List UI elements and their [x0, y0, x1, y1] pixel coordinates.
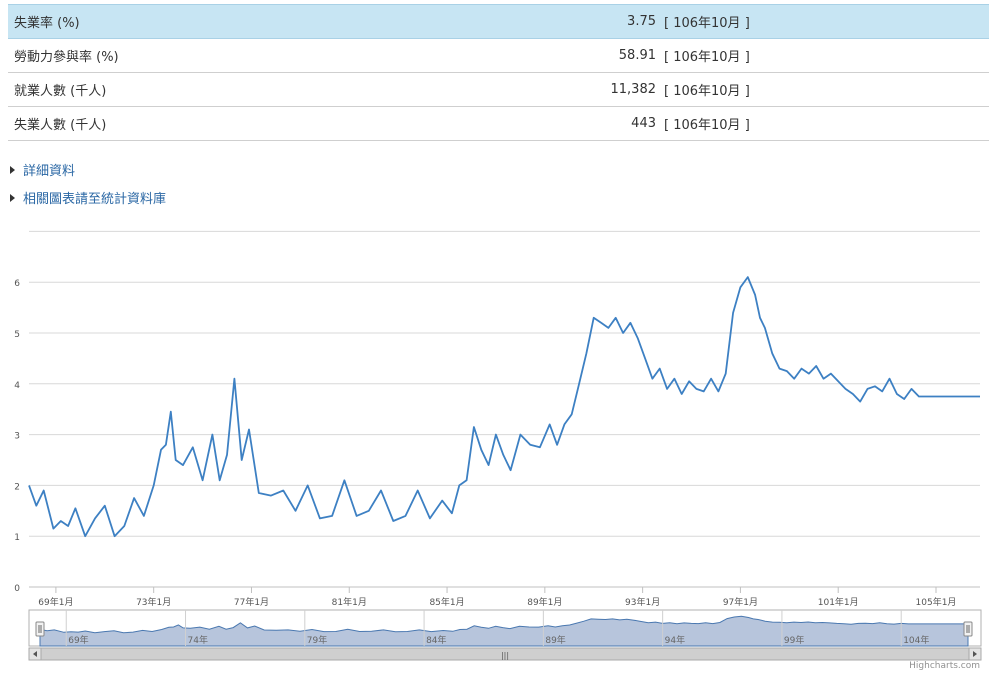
- details-link-label: 詳細資料: [23, 164, 76, 179]
- stat-period: [ 106年10月 ]: [662, 106, 989, 141]
- stat-label: 失業率 (%): [8, 4, 434, 39]
- navigator-tick-label: 79年: [307, 634, 327, 646]
- y-tick-label: 2: [14, 482, 20, 492]
- stat-period: [ 106年10月 ]: [662, 38, 989, 73]
- navigator-tick-label: 69年: [68, 634, 88, 646]
- x-tick-label: 93年1月: [625, 596, 660, 608]
- navigator-tick-label: 94年: [665, 634, 685, 646]
- navigator-area: [39, 615, 969, 647]
- x-tick-label: 85年1月: [429, 596, 464, 608]
- highcharts-credit[interactable]: Highcharts.com: [909, 661, 980, 671]
- stats-row: 失業人數 (千人) 443[ 106年10月 ]: [8, 106, 989, 141]
- database-link[interactable]: 相關圖表請至統計資料庫: [10, 188, 166, 207]
- y-tick-label: 6: [14, 279, 20, 289]
- stats-table: 失業率 (%) 3.75[ 106年10月 ] 勞動力參與率 (%) 58.91[ 1…: [8, 4, 989, 141]
- x-tick-label: 69年1月: [38, 596, 73, 608]
- navigator-tick-label: 89年: [545, 634, 565, 646]
- stats-row: 失業率 (%) 3.75[ 106年10月 ]: [8, 4, 989, 39]
- series-line: [28, 276, 980, 538]
- stat-period: [ 106年10月 ]: [662, 4, 989, 39]
- expand-triangle-icon: [10, 194, 15, 202]
- x-tick-label: 81年1月: [332, 596, 367, 608]
- y-tick-label: 5: [14, 330, 20, 340]
- stat-value: 58.91: [434, 38, 662, 73]
- stat-period: [ 106年10月 ]: [662, 72, 989, 107]
- y-tick-label: 1: [14, 533, 20, 543]
- x-tick-label: 97年1月: [723, 596, 758, 608]
- stat-label: 勞動力參與率 (%): [8, 38, 434, 73]
- expand-triangle-icon: [10, 166, 15, 174]
- x-tick-label: 73年1月: [136, 596, 171, 608]
- stats-row: 勞動力參與率 (%) 58.91[ 106年10月 ]: [8, 38, 989, 73]
- navigator-tick-label: 84年: [426, 634, 446, 646]
- stat-value: 11,382: [434, 72, 662, 107]
- x-tick-label: 101年1月: [818, 596, 859, 608]
- arrow-left-icon: [33, 651, 37, 657]
- stat-label: 就業人數 (千人): [8, 72, 434, 107]
- navigator-tick-label: 104年: [903, 634, 929, 646]
- y-tick-label: 4: [14, 381, 20, 391]
- arrow-right-icon: [973, 651, 977, 657]
- x-tick-label: 105年1月: [916, 596, 957, 608]
- stat-label: 失業人數 (千人): [8, 106, 434, 141]
- navigator-handle[interactable]: [963, 621, 973, 637]
- stats-row: 就業人數 (千人) 11,382[ 106年10月 ]: [8, 72, 989, 107]
- y-tick-label: 3: [14, 432, 20, 442]
- navigator-tick-label: 99年: [784, 634, 804, 646]
- navigator-handle[interactable]: [35, 621, 45, 637]
- x-tick-label: 77年1月: [234, 596, 269, 608]
- database-link-label: 相關圖表請至統計資料庫: [23, 192, 167, 207]
- details-link[interactable]: 詳細資料: [10, 160, 75, 179]
- y-tick-label: 0: [14, 584, 20, 594]
- stat-value: 443: [434, 106, 662, 141]
- navigator-tick-label: 74年: [188, 634, 208, 646]
- stat-value: 3.75: [434, 4, 662, 39]
- x-tick-label: 89年1月: [527, 596, 562, 608]
- scrollbar-grip-icon: |||: [501, 651, 509, 660]
